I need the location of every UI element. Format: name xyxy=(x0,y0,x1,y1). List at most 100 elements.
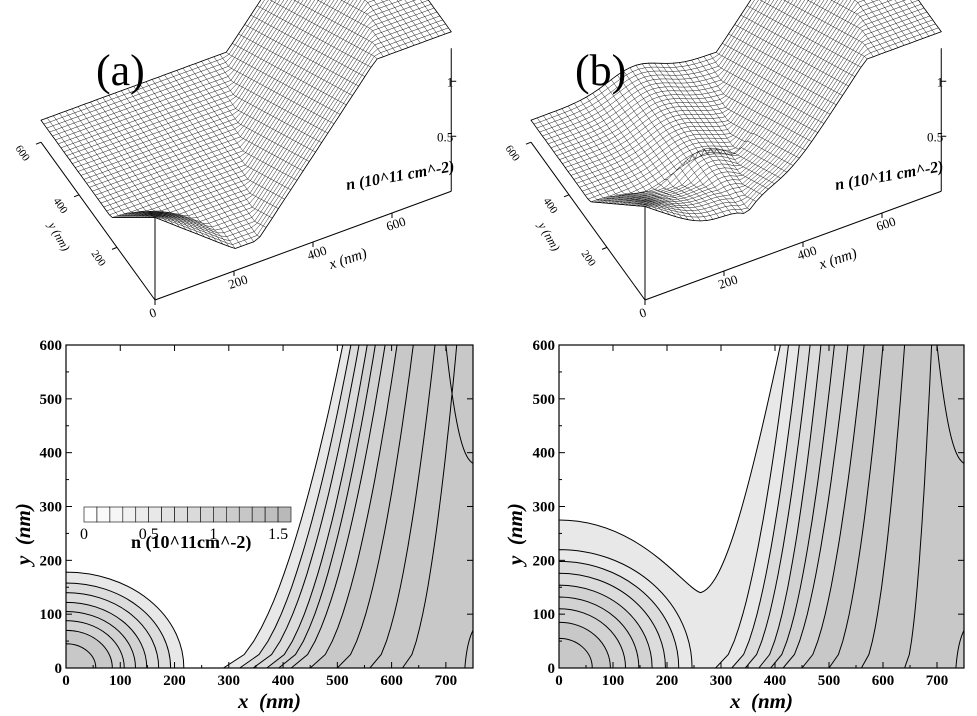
colorbar-cell xyxy=(83,506,98,523)
surface-plot-b: 0 200 400 600 200 400 600 0.5 1 x (nm) y (nm) xyxy=(503,0,947,321)
y-tick-label: 500 xyxy=(40,392,63,408)
right-contour-line xyxy=(402,345,458,668)
right-contour-line xyxy=(445,345,473,464)
y-tick-label: 600 xyxy=(503,143,523,164)
surface-line xyxy=(854,0,893,51)
y-tick-label: 200 xyxy=(533,553,556,569)
x-tick-label: 700 xyxy=(435,673,458,689)
surface-line xyxy=(77,0,312,172)
contour-fill-group xyxy=(559,345,964,668)
surface-line xyxy=(633,15,930,209)
x-tick-label: 0 xyxy=(62,673,70,689)
z-axis-label-a: n (10^11 cm^-2) xyxy=(345,158,456,194)
surface-line xyxy=(135,3,432,224)
surface-mesh xyxy=(530,0,942,222)
surface-line xyxy=(100,0,343,204)
surface-line xyxy=(109,0,354,216)
y-tick xyxy=(111,246,118,250)
z-tick-label: 0.5 xyxy=(927,129,943,144)
contour-a-xlabel: x (nm) xyxy=(237,689,301,713)
surface-line xyxy=(396,0,427,41)
x-tick-label: 400 xyxy=(764,673,787,689)
x-tick-label: 100 xyxy=(109,673,132,689)
surface-line xyxy=(112,0,358,218)
surface-line xyxy=(576,0,813,184)
x-tick-label: 0 xyxy=(637,305,648,321)
right-contour-line xyxy=(252,345,360,668)
colorbar-label: n (10^11cm^-2) xyxy=(131,532,251,553)
surface-line xyxy=(602,0,848,204)
z-tick-label: 0.5 xyxy=(437,129,453,144)
y-tick-label: 100 xyxy=(533,607,556,623)
surface-line xyxy=(530,0,751,121)
surface-line xyxy=(46,0,269,129)
colorbar-cell xyxy=(148,506,162,523)
contour-plot-b: 0 100 200 300 400 500 600 700 0 100 200 300 400 500 60… xyxy=(533,338,965,689)
x-tick-label: 200 xyxy=(656,673,679,689)
colorbar-cell xyxy=(226,506,240,523)
right-contour-line xyxy=(904,345,933,668)
surface-line xyxy=(43,0,265,125)
surface-line xyxy=(86,0,323,184)
surface-plot-a: 0 200 400 600 200 400 600 0.5 1 x (nm) y (nm) xyxy=(13,0,457,321)
surface-line xyxy=(388,0,421,44)
surface-line xyxy=(918,0,942,32)
surface-line xyxy=(562,0,794,164)
y-tick-label: 300 xyxy=(40,500,63,516)
surface-line xyxy=(636,19,933,211)
surface-line xyxy=(52,0,277,137)
y-axis xyxy=(530,141,646,301)
surface-line xyxy=(570,0,805,176)
y-tick-label: 600 xyxy=(13,143,33,164)
surface-line xyxy=(545,0,771,141)
x-tick-label: 200 xyxy=(163,673,186,689)
surface-line xyxy=(117,0,366,218)
surface-line xyxy=(126,0,403,218)
surface-line xyxy=(40,0,261,121)
z-tick-label: 1 xyxy=(937,74,944,89)
y-tick xyxy=(563,194,570,198)
colorbar-cell xyxy=(135,506,149,523)
surface-line xyxy=(60,0,288,149)
x-tick-label: 500 xyxy=(326,673,349,689)
y-axis-label: y (nm) xyxy=(45,219,73,254)
surface-line xyxy=(607,0,856,204)
surface-outline xyxy=(40,0,452,249)
colorbar-tick-label: 0 xyxy=(80,526,88,543)
surface-line xyxy=(120,0,376,218)
y-tick xyxy=(525,141,532,145)
y-tick-label: 500 xyxy=(533,392,556,408)
contour-band xyxy=(904,345,964,668)
surface-line xyxy=(106,0,350,212)
x-tick-label: 0 xyxy=(555,673,563,689)
colorbar-tick-label: 1.5 xyxy=(268,526,288,543)
surface-line xyxy=(89,0,327,188)
colorbar-cell xyxy=(200,506,214,523)
x-tick-label: 400 xyxy=(305,243,328,263)
right-contour-line xyxy=(770,345,835,668)
surface-line xyxy=(340,0,396,53)
right-contour-line xyxy=(715,345,789,668)
surface-line xyxy=(381,0,415,46)
z-tick-label: 1 xyxy=(447,74,454,89)
surface-line xyxy=(548,0,775,145)
surface-line xyxy=(123,0,389,218)
colorbar-cell xyxy=(213,506,227,523)
x-tick-label: 400 xyxy=(795,243,818,263)
colorbar-cell xyxy=(238,506,253,523)
surface-line xyxy=(894,0,923,39)
surface-line xyxy=(587,0,829,200)
right-contour-line xyxy=(278,345,376,668)
right-contour-line xyxy=(744,345,811,668)
right-contour-line xyxy=(936,345,964,464)
contour-b-ylabel: y (nm) xyxy=(503,503,527,568)
surface-line xyxy=(878,0,911,44)
surface-line xyxy=(536,0,759,129)
right-contour-line xyxy=(336,345,414,668)
x-axis-label: x (nm) xyxy=(816,246,859,273)
surface-line xyxy=(143,15,440,234)
surface-line xyxy=(902,0,930,37)
contour-a-ylabel: y (nm) xyxy=(11,503,35,568)
right-contour-line xyxy=(828,345,884,668)
x-axis-label: x (nm) xyxy=(326,246,369,273)
